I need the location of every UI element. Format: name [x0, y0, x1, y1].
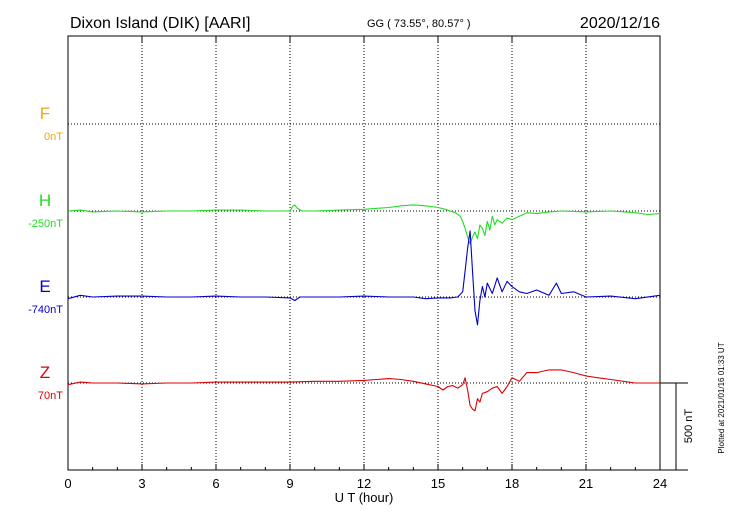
channel-label-e: E — [39, 277, 50, 296]
x-tick-label: 3 — [138, 476, 145, 491]
geo-coordinates: GG ( 73.55°, 80.57° ) — [367, 18, 471, 30]
x-axis-label: U T (hour) — [335, 490, 394, 505]
channel-baseline-f: 0nT — [44, 131, 63, 143]
channel-baseline-e: -740nT — [28, 304, 63, 316]
chart-date: 2020/12/16 — [580, 15, 660, 32]
channel-label-z: Z — [40, 363, 50, 382]
channel-label-f: F — [40, 104, 50, 123]
channel-labels: F 0nT H -250nT E -740nT Z 70nT — [28, 104, 63, 402]
series-e-line — [67, 230, 661, 326]
channel-baseline-h: -250nT — [28, 218, 63, 230]
x-tick-label: 9 — [286, 476, 293, 491]
x-tick-label: 12 — [357, 476, 371, 491]
channel-baseline-z: 70nT — [38, 390, 63, 402]
plotted-note: Plotted at 2021/01/16 01:33 UT — [717, 342, 726, 453]
grid — [68, 36, 660, 470]
x-axis-ticks: 0 3 6 9 12 15 18 21 24 — [64, 36, 667, 491]
scale-bar: 500 nT — [660, 382, 695, 471]
series-h-line — [67, 204, 661, 245]
x-tick-label: 0 — [64, 476, 71, 491]
x-tick-label: 21 — [579, 476, 593, 491]
x-tick-label: 18 — [505, 476, 519, 491]
channel-label-h: H — [39, 191, 51, 210]
x-tick-label: 24 — [653, 476, 667, 491]
scale-bar-label: 500 nT — [683, 409, 695, 444]
x-tick-label: 6 — [212, 476, 219, 491]
x-tick-label: 15 — [431, 476, 445, 491]
series-group — [67, 204, 661, 412]
series-z-line — [67, 369, 660, 412]
station-title: Dixon Island (DIK) [AARI] — [70, 15, 251, 32]
